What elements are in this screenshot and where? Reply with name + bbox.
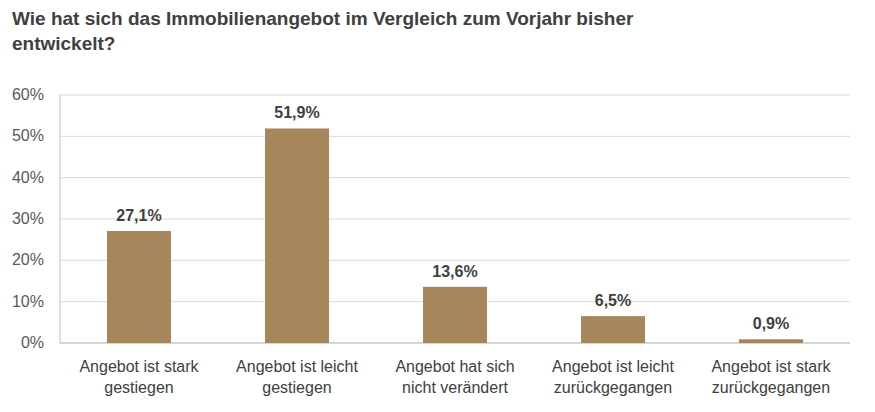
chart: Wie hat sich das Immobilienangebot im Ve…	[0, 0, 875, 412]
bars	[107, 128, 803, 343]
grid-line	[60, 95, 850, 96]
y-tick-label: 40%	[12, 169, 44, 186]
grid-line	[60, 219, 850, 220]
data-label: 27,1%	[116, 207, 161, 224]
bar	[107, 231, 171, 343]
bar	[581, 316, 645, 343]
title: Wie hat sich das Immobilienangebot im Ve…	[12, 8, 634, 54]
x-tick-label: Angebot ist leichtzurückgegangen	[552, 358, 674, 396]
y-tick-label: 0%	[21, 334, 44, 351]
bar	[423, 287, 487, 343]
grid-line	[60, 177, 850, 178]
bar	[739, 339, 803, 343]
y-tick-label: 30%	[12, 210, 44, 227]
x-tick-label: Angebot hat sichnicht verändert	[395, 358, 514, 396]
x-tick-label: Angebot ist starkzurückgegangen	[711, 358, 831, 396]
data-label: 6,5%	[595, 292, 631, 309]
data-label: 0,9%	[753, 315, 789, 332]
y-tick-label: 50%	[12, 127, 44, 144]
grid-line	[60, 136, 850, 137]
y-tick-label: 20%	[12, 251, 44, 268]
x-tick-label: Angebot ist starkgestiegen	[79, 358, 199, 396]
y-axis-line	[60, 95, 61, 343]
bar	[265, 128, 329, 343]
y-tick-label: 60%	[12, 86, 44, 103]
data-label: 51,9%	[274, 104, 319, 121]
y-tick-label: 10%	[12, 293, 44, 310]
data-label: 13,6%	[432, 263, 477, 280]
x-tick-label: Angebot ist leichtgestiegen	[236, 358, 358, 396]
grid-line	[60, 260, 850, 261]
